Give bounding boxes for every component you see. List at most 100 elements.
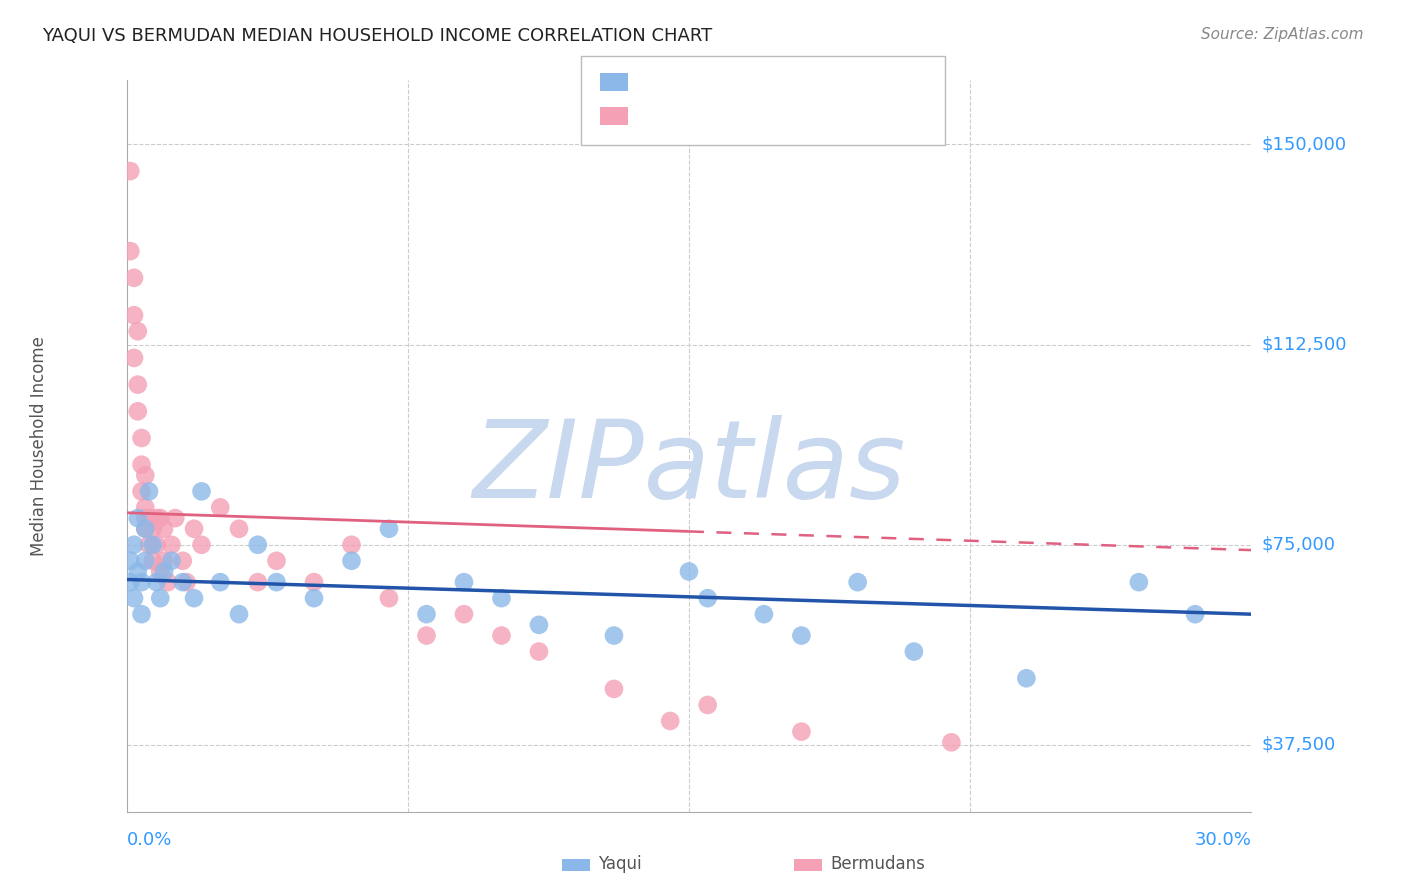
Text: N =: N = [742, 107, 782, 125]
Point [527, 618, 550, 632]
Point [491, 628, 513, 642]
Point [127, 324, 149, 338]
Point [145, 575, 167, 590]
Point [122, 308, 145, 322]
Point [120, 244, 142, 259]
Text: $112,500: $112,500 [1261, 335, 1347, 353]
Point [131, 575, 153, 590]
Point [228, 522, 250, 536]
Point [134, 554, 156, 568]
Point [134, 500, 156, 515]
Point [142, 522, 165, 536]
Point [941, 735, 963, 749]
Text: -0.099: -0.099 [668, 73, 725, 91]
Text: $150,000: $150,000 [1261, 136, 1347, 153]
Point [138, 511, 160, 525]
Point [149, 565, 172, 579]
Text: 30.0%: 30.0% [1195, 831, 1251, 849]
Text: 0.0%: 0.0% [127, 831, 172, 849]
Text: YAQUI VS BERMUDAN MEDIAN HOUSEHOLD INCOME CORRELATION CHART: YAQUI VS BERMUDAN MEDIAN HOUSEHOLD INCOM… [42, 27, 713, 45]
Point [790, 628, 813, 642]
Point [678, 565, 700, 579]
Point [138, 538, 160, 552]
Point [160, 538, 183, 552]
Point [122, 538, 145, 552]
Point [340, 538, 363, 552]
Point [903, 644, 925, 658]
Point [491, 591, 513, 606]
Point [190, 484, 212, 499]
Point [149, 591, 172, 606]
Point [134, 468, 156, 483]
Point [145, 538, 167, 552]
Text: Yaqui: Yaqui [599, 855, 643, 873]
Point [209, 500, 232, 515]
Point [127, 511, 149, 525]
Point [127, 377, 149, 392]
Text: R =: R = [637, 73, 676, 91]
Point [131, 431, 153, 445]
Point [1184, 607, 1206, 622]
Point [415, 628, 437, 642]
Point [145, 511, 167, 525]
Point [790, 724, 813, 739]
Point [696, 698, 718, 712]
Point [120, 575, 142, 590]
Point [302, 575, 325, 590]
Text: $37,500: $37,500 [1261, 736, 1336, 754]
Point [156, 575, 179, 590]
Point [527, 644, 550, 658]
Point [752, 607, 775, 622]
Point [131, 607, 153, 622]
Point [659, 714, 682, 728]
Point [131, 458, 153, 472]
Point [153, 522, 176, 536]
Point [165, 511, 187, 525]
Point [1128, 575, 1150, 590]
Point [378, 591, 401, 606]
Point [153, 565, 176, 579]
Point [246, 538, 269, 552]
Text: ZIPatlas: ZIPatlas [472, 416, 905, 520]
Text: 40: 40 [775, 73, 797, 91]
Text: -0.063: -0.063 [668, 107, 725, 125]
Point [266, 554, 288, 568]
Text: $75,000: $75,000 [1261, 536, 1336, 554]
Point [453, 607, 475, 622]
Point [149, 511, 172, 525]
Point [266, 575, 288, 590]
Point [142, 538, 165, 552]
Point [190, 538, 212, 552]
Point [246, 575, 269, 590]
Point [228, 607, 250, 622]
Point [122, 591, 145, 606]
Point [209, 575, 232, 590]
Point [183, 522, 205, 536]
Point [120, 164, 142, 178]
Text: Source: ZipAtlas.com: Source: ZipAtlas.com [1201, 27, 1364, 42]
Point [696, 591, 718, 606]
Point [134, 511, 156, 525]
Point [142, 554, 165, 568]
Point [122, 351, 145, 365]
Point [131, 484, 153, 499]
Text: 48: 48 [775, 107, 797, 125]
Point [183, 591, 205, 606]
Point [134, 522, 156, 536]
Text: Bermudans: Bermudans [831, 855, 925, 873]
Point [120, 554, 142, 568]
Point [603, 628, 626, 642]
Text: Median Household Income: Median Household Income [31, 336, 48, 556]
Point [127, 565, 149, 579]
Point [453, 575, 475, 590]
Point [122, 270, 145, 285]
Point [153, 554, 176, 568]
Point [846, 575, 869, 590]
Point [160, 554, 183, 568]
Point [415, 607, 437, 622]
Point [603, 681, 626, 696]
Point [176, 575, 198, 590]
Point [378, 522, 401, 536]
Point [134, 522, 156, 536]
Point [127, 404, 149, 418]
